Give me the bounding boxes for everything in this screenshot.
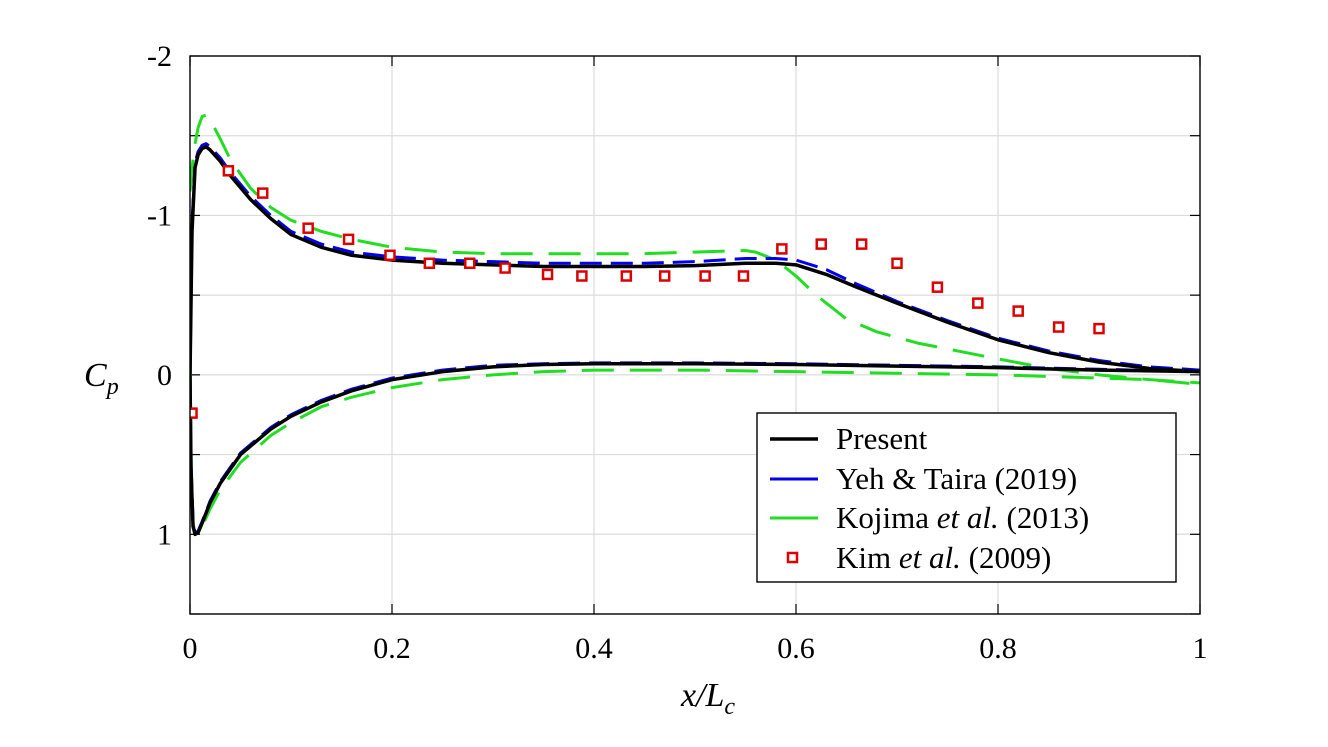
- series-layer: [190, 113, 1200, 537]
- line-kojima-et-al-2013-lower: [190, 311, 1200, 536]
- x-tick-label: 0: [183, 632, 198, 665]
- marker-kim-et-al-2009: [776, 243, 788, 255]
- marker-kim-et-al-2009: [222, 165, 235, 177]
- x-axis-label: x/Lc: [680, 677, 735, 720]
- legend-label-kim: Kim et al. (2009): [836, 540, 1051, 575]
- marker-kim-et-al-2009: [972, 297, 984, 309]
- y-axis-label: Cp: [84, 357, 119, 400]
- marker-kim-et-al-2009: [190, 407, 198, 419]
- y-tick-label: -2: [147, 40, 172, 73]
- marker-kim-et-al-2009: [1093, 322, 1105, 335]
- legend-box: [756, 412, 1177, 583]
- plot-frame: [189, 55, 1201, 615]
- marker-kim-et-al-2009: [620, 270, 633, 282]
- y-tick-label: -1: [147, 199, 172, 232]
- x-tick-label: 1: [1193, 632, 1208, 665]
- legend-label-present: Present: [836, 421, 928, 456]
- legend: Present Yeh & Taira (2019) Kojima et al.…: [756, 412, 1177, 583]
- marker-kim-et-al-2009: [499, 262, 511, 274]
- marker-kim-et-al-2009: [423, 257, 436, 270]
- marker-kim-et-al-2009: [1012, 305, 1024, 317]
- marker-kim-et-al-2009: [737, 270, 750, 282]
- marker-kim-et-al-2009: [342, 233, 355, 246]
- y-tick-label: 0: [157, 359, 172, 392]
- line-present-lower: [190, 361, 1200, 537]
- marker-kim-et-al-2009: [541, 268, 554, 281]
- marker-kim-et-al-2009: [658, 270, 671, 282]
- marker-kim-et-al-2009: [256, 187, 269, 199]
- marker-kim-et-al-2009: [576, 270, 588, 282]
- marker-kim-et-al-2009: [464, 257, 476, 270]
- legend-swatch-kim: [786, 551, 799, 564]
- marker-kim-et-al-2009: [1052, 321, 1065, 333]
- marker-kim-et-al-2009: [302, 222, 314, 234]
- x-tick-label: 0.8: [979, 632, 1017, 665]
- marker-kim-et-al-2009: [855, 238, 868, 250]
- marker-kim-et-al-2009: [815, 238, 827, 250]
- line-present-upper: [190, 145, 1200, 375]
- marker-kim-et-al-2009: [931, 281, 944, 293]
- x-tick-label: 0.6: [777, 632, 815, 665]
- tick-labels: 0 0.2 0.4 0.6 0.8 1 -2 -1 0 1: [147, 40, 1208, 665]
- marker-kim-et-al-2009: [699, 270, 711, 282]
- marker-kim-et-al-2009: [891, 257, 903, 270]
- legend-label-yeh-taira: Yeh & Taira (2019): [836, 461, 1077, 496]
- marker-kim-et-al-2009: [384, 249, 396, 262]
- y-tick-label: 1: [157, 518, 172, 551]
- x-tick-label: 0.2: [373, 632, 411, 665]
- x-tick-label: 0.4: [575, 632, 613, 665]
- legend-label-kojima: Kojima et al. (2013): [836, 500, 1089, 535]
- line-kojima-et-al-2013-upper: [190, 113, 1200, 385]
